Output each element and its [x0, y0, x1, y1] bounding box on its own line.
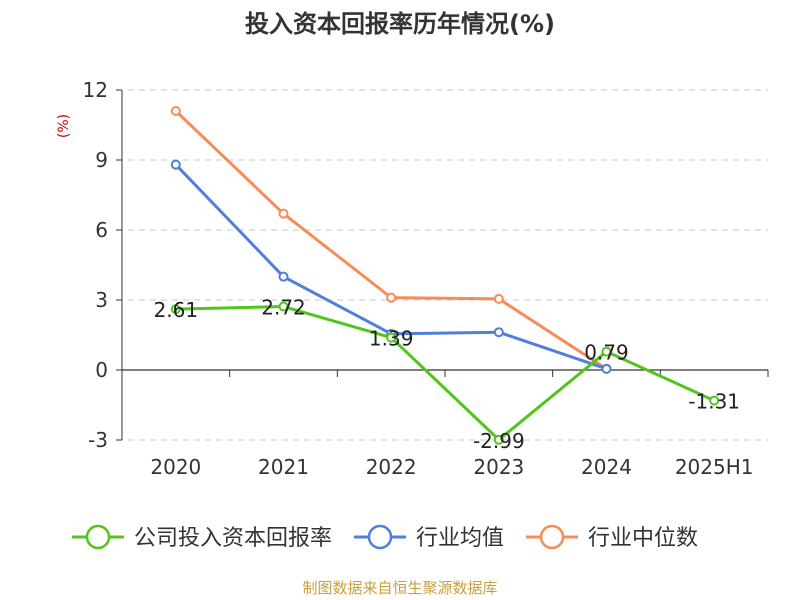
data-point: [601, 346, 612, 357]
legend-label: 行业中位数: [588, 526, 698, 551]
data-point: [493, 293, 504, 304]
data-label: 2.72: [261, 296, 306, 320]
data-point: [278, 301, 289, 312]
x-tick-label: 2024: [581, 455, 632, 479]
data-labels: 2.61 2.72 1.39 -2.99 0.79 -1.31: [154, 296, 740, 453]
data-point: [170, 304, 181, 315]
data-point: [709, 395, 720, 406]
y-tick-label: 6: [95, 218, 108, 242]
data-point: [278, 208, 289, 219]
y-tick-label: 0: [95, 358, 108, 382]
grid-lines: [128, 89, 768, 441]
legend: 公司投入资本回报率 行业均值 行业中位数: [72, 524, 698, 551]
data-source-note: 制图数据来自恒生聚源数据库: [302, 579, 498, 597]
data-point: [170, 159, 181, 170]
legend-label: 行业均值: [416, 526, 504, 551]
data-point: [278, 271, 289, 282]
x-tick-label: 2022: [366, 455, 417, 479]
data-point: [386, 292, 397, 303]
axes: 12 9 6 3 0 -3 2020 2021 2022 2023 2024 2025H1: [83, 78, 769, 479]
data-label: -1.31: [688, 390, 740, 414]
series-group: [170, 106, 720, 445]
y-tick-label: -3: [88, 428, 108, 452]
legend-label: 公司投入资本回报率: [134, 526, 332, 551]
legend-marker: [367, 524, 393, 550]
y-tick-label: 9: [95, 148, 108, 172]
legend-marker: [539, 524, 565, 550]
x-tick-label: 2020: [150, 455, 201, 479]
data-label: 0.79: [584, 341, 629, 365]
data-point: [493, 327, 504, 338]
data-point: [386, 332, 397, 343]
legend-marker: [85, 524, 111, 550]
y-tick-label: 3: [95, 288, 108, 312]
x-tick-label: 2025H1: [675, 455, 754, 479]
data-label: 1.39: [369, 327, 414, 351]
x-tick-label: 2023: [473, 455, 524, 479]
y-tick-label: 12: [83, 78, 108, 102]
data-label: -2.99: [473, 429, 525, 453]
y-axis-unit: (%): [56, 114, 72, 138]
data-point: [493, 434, 504, 445]
data-point: [170, 106, 181, 116]
data-point: [601, 363, 612, 374]
x-tick-label: 2021: [258, 455, 309, 479]
series-line: [175, 305, 715, 442]
chart-title: 投入资本回报率历年情况(%): [245, 10, 555, 38]
data-label: 2.61: [154, 298, 199, 322]
